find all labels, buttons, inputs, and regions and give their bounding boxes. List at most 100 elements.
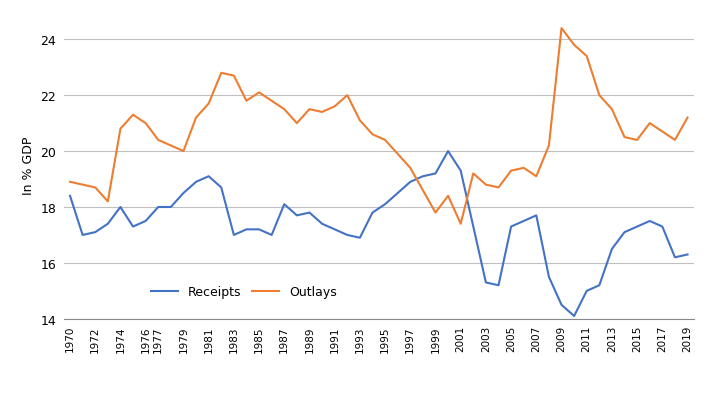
Outlays (368, 133, 377, 137)
Receipts (355, 236, 364, 240)
Outlays (305, 108, 314, 112)
Outlays (129, 113, 137, 118)
Receipts (507, 225, 515, 229)
Receipts (305, 211, 314, 216)
Outlays (242, 99, 251, 104)
Legend: Receipts, Outlays: Receipts, Outlays (146, 281, 342, 303)
Outlays (318, 110, 326, 115)
Outlays (154, 138, 163, 143)
Outlays (570, 43, 578, 48)
Receipts (381, 202, 389, 207)
Receipts (103, 222, 112, 227)
Outlays (406, 166, 415, 171)
Outlays (557, 27, 566, 31)
Outlays (217, 71, 226, 76)
Outlays (431, 211, 440, 216)
Outlays (620, 135, 629, 140)
Outlays (607, 108, 616, 112)
Receipts (280, 202, 289, 207)
Outlays (633, 138, 641, 143)
Outlays (331, 105, 339, 110)
Receipts (544, 275, 553, 280)
Outlays (532, 174, 541, 179)
Receipts (192, 180, 200, 185)
Receipts (457, 169, 465, 174)
Receipts (166, 205, 175, 210)
Outlays (91, 186, 100, 191)
Receipts (406, 180, 415, 185)
Outlays (670, 138, 679, 143)
Receipts (595, 283, 604, 288)
Receipts (646, 219, 654, 224)
Receipts (318, 222, 326, 227)
Outlays (444, 194, 452, 199)
Line: Outlays: Outlays (70, 29, 687, 224)
Receipts (91, 230, 100, 235)
Receipts (481, 280, 490, 285)
Outlays (179, 149, 188, 154)
Outlays (79, 183, 87, 188)
Receipts (418, 174, 427, 179)
Outlays (116, 127, 125, 132)
Outlays (192, 116, 200, 121)
Receipts (331, 227, 339, 232)
Outlays (205, 102, 213, 107)
Outlays (394, 152, 402, 157)
Receipts (229, 233, 238, 238)
Receipts (179, 191, 188, 196)
Receipts (620, 230, 629, 235)
Outlays (646, 121, 654, 126)
Receipts (670, 255, 679, 260)
Receipts (469, 225, 478, 229)
Receipts (142, 219, 150, 224)
Line: Receipts: Receipts (70, 152, 687, 316)
Receipts (129, 225, 137, 229)
Outlays (280, 108, 289, 112)
Outlays (683, 116, 692, 121)
Receipts (205, 174, 213, 179)
Receipts (444, 149, 452, 154)
Receipts (394, 191, 402, 196)
Outlays (229, 74, 238, 79)
Outlays (583, 54, 591, 59)
Outlays (457, 222, 465, 227)
Outlays (268, 99, 276, 104)
Receipts (242, 227, 251, 232)
Outlays (481, 183, 490, 188)
Receipts (431, 171, 440, 176)
Receipts (343, 233, 352, 238)
Receipts (583, 289, 591, 294)
Outlays (469, 171, 478, 176)
Receipts (66, 194, 74, 199)
Outlays (595, 94, 604, 99)
Receipts (79, 233, 87, 238)
Receipts (292, 213, 301, 218)
Outlays (507, 169, 515, 174)
Outlays (494, 186, 503, 191)
Receipts (154, 205, 163, 210)
Receipts (494, 283, 503, 288)
Outlays (520, 166, 528, 171)
Receipts (217, 186, 226, 191)
Receipts (557, 303, 566, 308)
Receipts (268, 233, 276, 238)
Receipts (532, 213, 541, 218)
Receipts (633, 225, 641, 229)
Outlays (355, 119, 364, 124)
Outlays (381, 138, 389, 143)
Receipts (116, 205, 125, 210)
Receipts (255, 227, 263, 232)
Outlays (66, 180, 74, 185)
Outlays (418, 188, 427, 193)
Outlays (343, 94, 352, 99)
Outlays (544, 144, 553, 148)
Outlays (255, 91, 263, 96)
Receipts (607, 247, 616, 252)
Outlays (292, 121, 301, 126)
Outlays (142, 121, 150, 126)
Receipts (520, 219, 528, 224)
Outlays (103, 200, 112, 204)
Receipts (570, 314, 578, 319)
Outlays (166, 144, 175, 148)
Receipts (658, 225, 667, 229)
